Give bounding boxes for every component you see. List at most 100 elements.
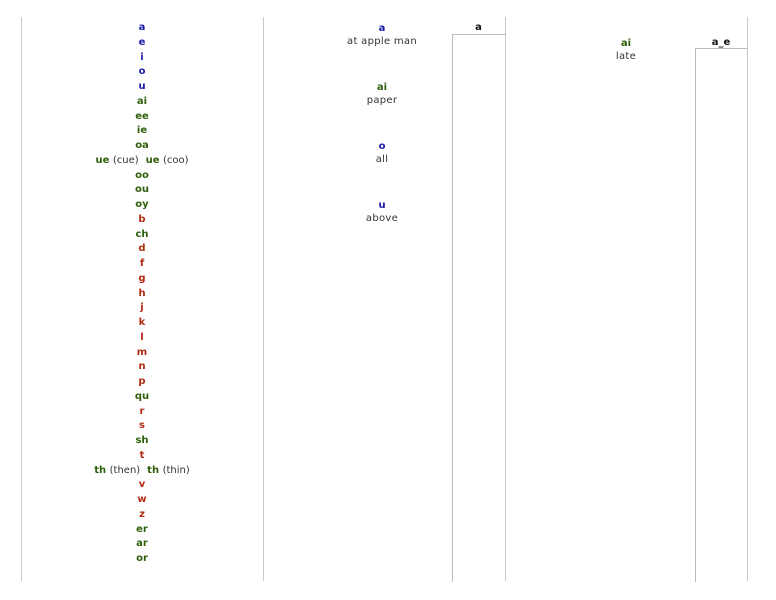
sound-row: k	[21, 316, 263, 331]
sound-row: v	[21, 478, 263, 493]
sound-label: e	[138, 36, 146, 48]
middle-entry-2: ai paper	[300, 81, 464, 107]
sound-label: i	[140, 51, 144, 63]
sound-label: ue	[95, 154, 110, 166]
column-rule-4	[747, 17, 748, 581]
sound-label: g	[138, 272, 146, 284]
sound-label: b	[138, 213, 146, 225]
side-box-a-e	[695, 48, 748, 582]
sound-row: ai	[21, 95, 263, 110]
sound-row: j	[21, 301, 263, 316]
middle-entry-4: u above	[300, 199, 464, 225]
sound-row: oy	[21, 198, 263, 213]
sound-row: or	[21, 552, 263, 567]
sound-row: oa	[21, 139, 263, 154]
sound-label: l	[140, 331, 144, 343]
column-rule-1	[21, 17, 22, 581]
sound-row: ue (cue) ue (coo)	[21, 154, 263, 169]
sound-label: j	[140, 302, 144, 314]
side-label-a: a	[475, 22, 482, 33]
sound-label: ie	[136, 125, 148, 137]
sound-label: w	[137, 494, 147, 505]
sound-row: r	[21, 405, 263, 420]
sound-row: ch	[21, 228, 263, 243]
sound-label: ch	[135, 228, 149, 240]
sound-row: s	[21, 419, 263, 434]
sound-label: oy	[135, 199, 149, 210]
sound-label: er	[136, 523, 148, 535]
sound-label: sh	[135, 435, 149, 446]
sound-row: m	[21, 346, 263, 361]
sound-label: k	[138, 317, 146, 328]
sound-row: o	[21, 65, 263, 80]
sound-row: ie	[21, 124, 263, 139]
sound-row: h	[21, 287, 263, 302]
sound-row: i	[21, 51, 263, 66]
middle-example: at apple man	[347, 36, 417, 47]
sound-row: g	[21, 272, 263, 287]
sound-row: th (then) th (thin)	[21, 464, 263, 479]
sound-label: n	[138, 361, 146, 373]
sound-note-alt: (coo)	[163, 154, 189, 166]
sound-label: m	[136, 346, 148, 358]
sound-note-alt: (thin)	[162, 464, 190, 476]
sound-row: u	[21, 80, 263, 95]
right-example: late	[615, 51, 637, 62]
sound-row: ee	[21, 110, 263, 125]
sound-note: (then)	[109, 464, 141, 476]
sound-row: e	[21, 36, 263, 51]
sound-row: b	[21, 213, 263, 228]
sound-list: a e i o u ai ee ie oa ue (cue) ue (coo) oo ou oy b ch d…	[21, 21, 263, 567]
middle-key: u	[378, 200, 386, 211]
column-rule-2	[263, 17, 264, 581]
middle-entry-1: a at apple man	[300, 22, 464, 48]
sound-label: z	[139, 508, 145, 520]
middle-example: all	[375, 154, 389, 165]
sound-row: sh	[21, 434, 263, 449]
sound-row: l	[21, 331, 263, 346]
sound-label: u	[138, 81, 146, 92]
sound-row: oo	[21, 169, 263, 184]
sound-row: a	[21, 21, 263, 36]
sound-label: or	[136, 553, 148, 564]
sound-row: ar	[21, 537, 263, 552]
sound-label: th	[94, 464, 107, 476]
sound-row: p	[21, 375, 263, 390]
sound-label: o	[138, 66, 146, 78]
sound-label: s	[139, 420, 145, 432]
sound-label: qu	[134, 390, 150, 402]
sound-label: ai	[136, 95, 148, 107]
sound-label: oa	[135, 140, 149, 151]
sound-label-alt: th	[147, 464, 160, 476]
sound-label: f	[139, 258, 145, 269]
sound-row: t	[21, 449, 263, 464]
middle-key: ai	[376, 82, 388, 93]
middle-entry-3: o all	[300, 140, 464, 166]
side-box-a	[452, 34, 506, 582]
sound-label: p	[138, 376, 146, 387]
middle-example: above	[365, 213, 399, 224]
sound-row: ou	[21, 183, 263, 198]
sound-row: w	[21, 493, 263, 508]
middle-example: paper	[366, 95, 398, 106]
sound-label: h	[138, 287, 146, 299]
sound-label-alt: ue	[145, 154, 160, 166]
sound-label: a	[138, 22, 146, 33]
side-label-a-e: a_e	[711, 37, 731, 48]
middle-key: o	[378, 141, 386, 152]
sound-label: d	[138, 243, 146, 255]
sound-row: er	[21, 523, 263, 538]
sound-label: v	[138, 479, 146, 491]
sound-label: ar	[136, 538, 148, 550]
column-rule-3	[505, 17, 506, 581]
right-entry: ai late	[584, 37, 668, 63]
sound-label: t	[139, 449, 145, 461]
sound-row: n	[21, 360, 263, 375]
sound-row: d	[21, 242, 263, 257]
middle-key: a	[378, 23, 386, 34]
sound-row: z	[21, 508, 263, 523]
sound-label: ou	[135, 184, 149, 196]
sound-label: r	[139, 405, 145, 417]
right-key: ai	[620, 38, 632, 49]
sound-note: (cue)	[112, 154, 139, 166]
